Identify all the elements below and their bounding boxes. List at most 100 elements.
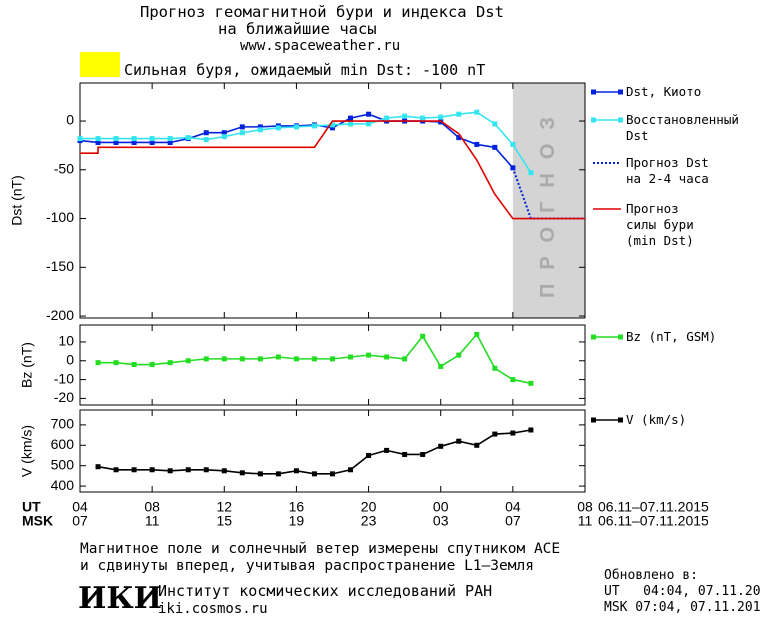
marker [330, 471, 335, 477]
marker [113, 360, 119, 366]
marker [167, 468, 173, 474]
legend-marker [591, 334, 596, 340]
y-tick-label: 10 [58, 333, 74, 349]
marker [456, 438, 462, 444]
x2-tick-label: 15 [216, 513, 232, 529]
marker [510, 377, 516, 383]
y-tick-label: -100 [46, 209, 74, 225]
x2-tick-label: 11 [578, 513, 593, 529]
x-axis-label: UT [22, 499, 41, 515]
marker [131, 139, 137, 145]
marker [311, 123, 317, 129]
legend-label: Dst, Киото [626, 84, 702, 99]
y-axis-label: V (km/s) [19, 425, 35, 477]
marker [311, 356, 317, 362]
updated-msk: MSK 07:04, 07.11.2015 [604, 600, 760, 615]
marker [438, 114, 444, 120]
marker [402, 356, 408, 362]
x2-range: 06.11–07.11.2015 [598, 513, 709, 529]
marker [221, 356, 227, 362]
marker [293, 356, 299, 362]
legend-marker [618, 417, 623, 423]
x-tick-label: 08 [577, 499, 593, 515]
legend-marker [591, 117, 596, 123]
marker [330, 122, 335, 128]
x-tick-label: 12 [216, 499, 232, 515]
marker [402, 113, 408, 119]
y-tick-label: -150 [46, 258, 74, 274]
plot-frame [79, 82, 586, 319]
marker [456, 135, 462, 141]
marker [438, 443, 444, 449]
logo: ИКИ [78, 581, 162, 616]
legend-marker [591, 89, 596, 95]
series-line [97, 429, 532, 475]
marker [149, 467, 155, 473]
marker [492, 121, 498, 127]
marker [257, 471, 263, 477]
marker [293, 124, 299, 130]
y-tick-label: 500 [51, 456, 75, 472]
marker [456, 111, 462, 117]
note: Магнитное поле и солнечный ветер измерен… [80, 541, 561, 557]
marker [420, 333, 426, 339]
subtitle: на ближайшие часы [218, 20, 377, 38]
marker [384, 354, 390, 360]
y-tick-label: -200 [46, 307, 74, 323]
marker [131, 467, 137, 473]
x-tick-label: 08 [144, 499, 160, 515]
marker [257, 356, 263, 362]
marker [221, 134, 227, 140]
plot-frame [79, 409, 586, 493]
legend-label: Bz (nT, GSM) [626, 329, 717, 344]
updated: Обновлено в: [604, 568, 698, 583]
series-line [80, 111, 532, 174]
marker [293, 468, 299, 474]
marker [239, 356, 245, 362]
x2-tick-label: 07 [72, 513, 88, 529]
marker [203, 467, 209, 473]
marker [420, 451, 426, 457]
x2-tick-label: 23 [361, 513, 377, 529]
marker [185, 135, 191, 141]
marker [438, 363, 444, 369]
marker [203, 137, 209, 143]
marker [275, 471, 281, 477]
x-tick-label: 04 [505, 499, 521, 515]
forecast-label: ПРОГНОЗ [537, 103, 559, 298]
marker [113, 139, 119, 145]
marker [456, 352, 462, 358]
legend-label: Восстановленный Dst [626, 112, 739, 143]
marker [131, 362, 137, 368]
marker [95, 136, 101, 142]
note: и сдвинуты вперед, учитывая распростране… [80, 558, 534, 574]
marker [348, 354, 354, 360]
y-tick-label: 400 [51, 477, 75, 493]
y-tick-label: 0 [66, 112, 74, 128]
alert: Сильная буря, ожидаемый min Dst: -100 nT [124, 61, 486, 79]
marker [95, 139, 101, 145]
marker [95, 360, 101, 366]
marker [239, 130, 245, 136]
marker [77, 136, 83, 142]
marker [275, 125, 281, 131]
x-tick-label: 00 [433, 499, 449, 515]
marker [528, 380, 534, 386]
y-tick-label: 0 [66, 351, 74, 367]
marker [185, 358, 191, 364]
marker [474, 442, 480, 448]
site: iki.cosmos.ru [158, 601, 268, 617]
marker [492, 431, 498, 437]
alert-swatch [80, 52, 120, 77]
marker [221, 468, 227, 474]
marker [113, 136, 119, 142]
marker [239, 470, 245, 476]
institute: Институт космических исследований РАН [158, 582, 493, 600]
marker [257, 127, 263, 133]
url: www.spaceweather.ru [240, 38, 401, 54]
x2-tick-label: 19 [289, 513, 305, 529]
marker [402, 451, 408, 457]
marker [113, 467, 119, 473]
